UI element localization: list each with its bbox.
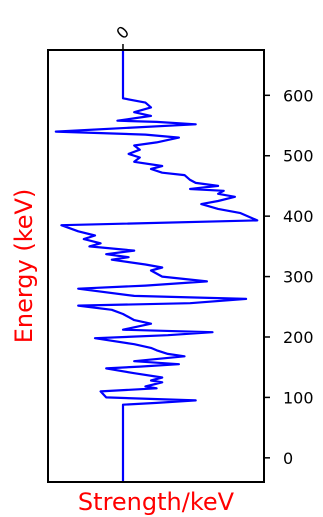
axes-ticks: 0100200300400500600020: [112, 22, 314, 468]
y-tick-label: 400: [283, 207, 314, 226]
y-tick-label: 500: [283, 147, 314, 166]
x-axis-label: Strength/keV: [78, 488, 235, 516]
y-tick-label: 100: [283, 388, 314, 407]
series-line-0: [54, 50, 259, 482]
y-tick-label: 200: [283, 328, 314, 347]
plot-frame: [47, 49, 265, 483]
y-tick-label: 600: [283, 86, 314, 105]
plot-area: [54, 50, 259, 482]
y-tick-label: 300: [283, 268, 314, 287]
y-axis-label: Energy (keV): [10, 189, 38, 344]
x-tick-label: 0: [112, 22, 133, 43]
y-tick-label: 0: [283, 449, 293, 468]
